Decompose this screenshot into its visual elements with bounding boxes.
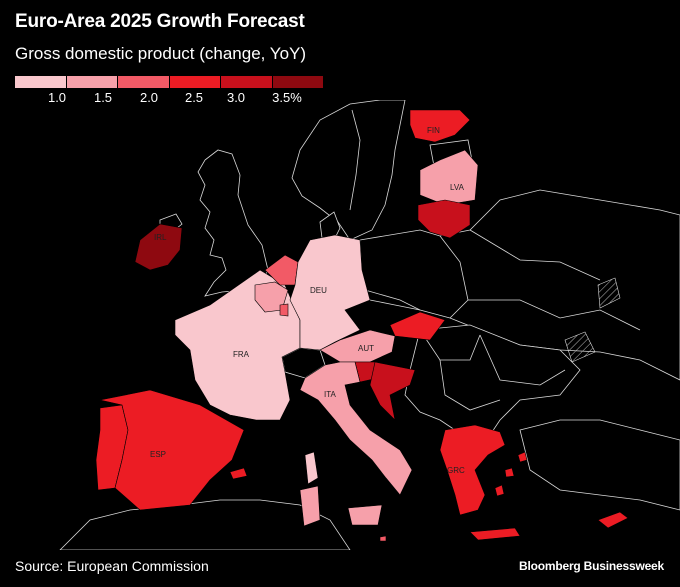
finland-shape [409, 109, 471, 143]
label-fra: FRA [233, 350, 250, 359]
czech-border [364, 289, 421, 311]
legend-tick-6: 3.5% [272, 90, 302, 105]
lithuania-shape [417, 199, 471, 239]
legend-tick-4: 2.5 [184, 90, 204, 105]
source-note: Source: European Commission [15, 558, 209, 574]
chart-subtitle: Gross domestic product (change, YoY) [15, 44, 307, 63]
legend-swatch-3 [118, 76, 170, 88]
slovakia-shape [389, 311, 446, 341]
euro-area-countries [95, 109, 629, 542]
label-irl: IRL [154, 233, 167, 242]
north-africa-shape [59, 499, 351, 550]
label-lva: LVA [450, 183, 465, 192]
cyprus-shape [597, 511, 629, 529]
aegean-island-2 [494, 484, 505, 497]
sardinia-shape [299, 485, 321, 527]
legend-tick-2: 1.5 [93, 90, 113, 105]
europe-map: FIN LVA IRL DEU FRA AUT ITA ESP GRC [59, 100, 680, 550]
legend-tick-3: 2.0 [139, 90, 159, 105]
latvia-shape [419, 149, 479, 206]
turkey-shape [519, 419, 680, 511]
label-fin: FIN [427, 126, 440, 135]
scandinavia-shape [291, 100, 406, 241]
legend-tick-5: 3.0 [226, 90, 246, 105]
crete-shape [469, 527, 521, 541]
greece-shape [439, 424, 506, 516]
label-ita: ITA [324, 390, 337, 399]
spain-shape [99, 389, 245, 511]
poland-border [439, 235, 469, 319]
balearic-islands-shape [229, 467, 248, 480]
ireland-shape [134, 223, 183, 271]
legend-swatch-2 [66, 76, 118, 88]
label-aut: AUT [358, 344, 374, 353]
great-britain-shape [197, 149, 269, 297]
romania-border [479, 334, 566, 386]
label-esp: ESP [150, 450, 166, 459]
legend-swatch-5 [221, 76, 273, 88]
corsica-shape [304, 451, 319, 485]
legend-tick-1: 1.0 [47, 90, 67, 105]
brand-logo: Bloomberg Businessweek [519, 559, 664, 573]
label-grc: GRC [447, 466, 465, 475]
eastern-europe-shape [359, 189, 680, 381]
label-deu: DEU [310, 286, 327, 295]
norway-sweden-border [349, 109, 361, 211]
legend-color-scale [15, 76, 323, 88]
legend-swatch-1 [15, 76, 67, 88]
hatched-area-2 [564, 331, 596, 363]
chart-title: Euro-Area 2025 Growth Forecast [15, 11, 305, 32]
ukraine-border [468, 299, 641, 331]
croatia-shape [369, 361, 416, 421]
denmark-shape [319, 211, 341, 241]
hungary-border [419, 329, 481, 361]
sicily-shape [347, 504, 383, 526]
aegean-island-3 [517, 451, 528, 463]
non-euro-countries [59, 100, 680, 550]
germany-shape [289, 234, 371, 351]
belarus-border [469, 229, 601, 281]
balkans-shape [404, 324, 581, 441]
legend-swatch-4 [169, 76, 221, 88]
italy-shape [299, 361, 413, 496]
luxembourg-shape [279, 303, 289, 317]
serbia-border [439, 359, 501, 411]
hatched-area-1 [597, 277, 621, 309]
malta-shape [379, 535, 387, 542]
aegean-island-1 [504, 467, 515, 478]
legend-swatch-6 [272, 76, 323, 88]
